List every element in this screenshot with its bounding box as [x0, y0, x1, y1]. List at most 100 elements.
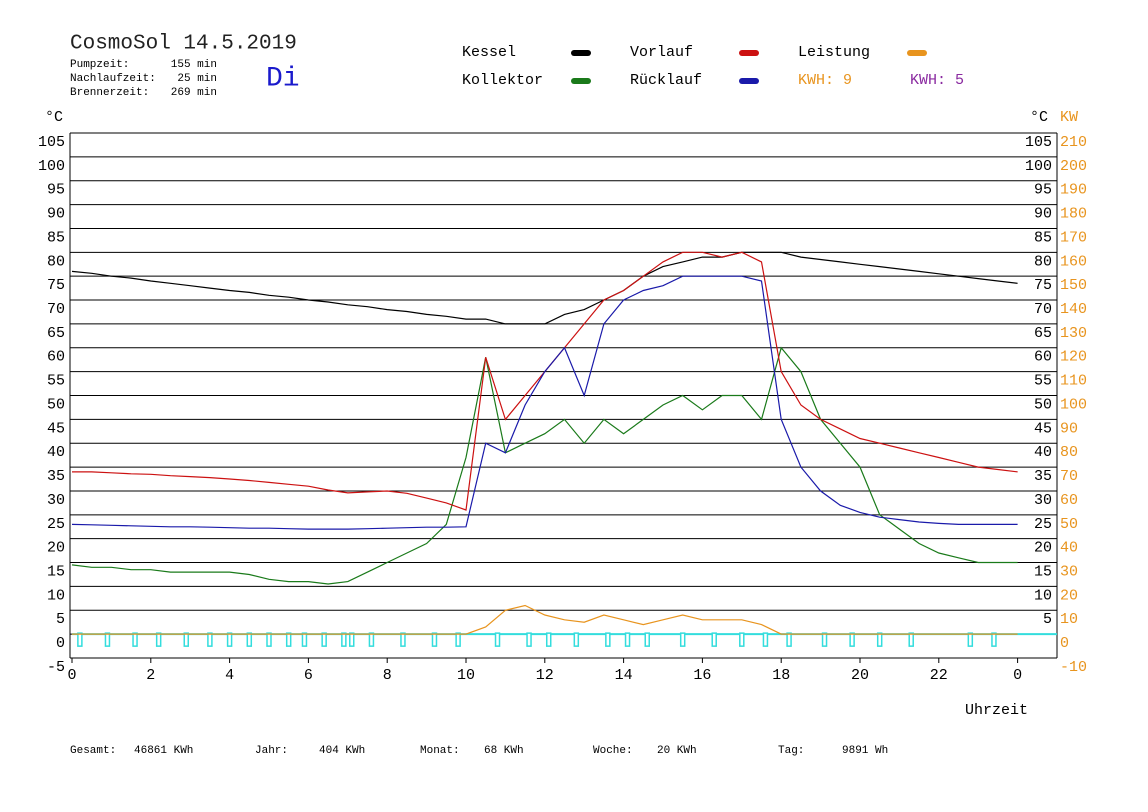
- y-tick-label-right: 10: [1034, 587, 1052, 604]
- x-tick-label: 20: [851, 667, 869, 684]
- pump-marker: [368, 632, 375, 647]
- x-tick-label: 12: [536, 667, 554, 684]
- pump-marker: [77, 632, 83, 647]
- y-tick-label-right: 95: [1034, 182, 1052, 199]
- pump-marker: [321, 632, 327, 647]
- pump-marker: [967, 632, 974, 647]
- pump-marker: [341, 632, 347, 647]
- y-tick-label: 95: [47, 182, 65, 199]
- info-label: Pumpzeit:: [70, 59, 129, 71]
- info-label: Nachlaufzeit:: [70, 73, 156, 85]
- y2-tick-label: 190: [1060, 182, 1087, 199]
- y2-tick-label: 110: [1060, 373, 1087, 390]
- y-tick-label-right: 20: [1034, 540, 1052, 557]
- legend-label: Kollektor: [462, 72, 543, 89]
- y-tick-label-right: 30: [1034, 492, 1052, 509]
- y2-tick-label: -10: [1060, 659, 1087, 676]
- y-tick-label-right: 35: [1034, 468, 1052, 485]
- pump-marker: [739, 632, 745, 647]
- y2-tick-label: 140: [1060, 301, 1087, 318]
- y-tick-label: -5: [47, 659, 65, 676]
- y2-tick-label: 70: [1060, 468, 1078, 485]
- y-tick-label-right: 15: [1034, 564, 1052, 581]
- pump-marker: [246, 632, 253, 647]
- y2-tick-label: 50: [1060, 516, 1078, 533]
- footer-value: 404 KWh: [319, 745, 365, 757]
- y-tick-label-right: 85: [1034, 229, 1052, 246]
- series-line: [72, 251, 1018, 511]
- pump-marker: [991, 632, 997, 647]
- y2-tick-label: 100: [1060, 396, 1087, 413]
- pump-marker: [155, 632, 162, 647]
- pump-marker: [711, 632, 717, 647]
- info-value: 155 min: [171, 59, 217, 71]
- y-tick-label-right: 105: [1025, 134, 1052, 151]
- pump-marker: [301, 632, 308, 647]
- y-tick-label-right: 90: [1034, 206, 1052, 223]
- y-tick-label-right: 100: [1025, 158, 1052, 175]
- y-tick-label: 90: [47, 206, 65, 223]
- y2-tick-label: 0: [1060, 635, 1069, 652]
- y-tick-label-right: 45: [1034, 420, 1052, 437]
- pump-marker: [573, 632, 580, 647]
- y2-tick-label: 40: [1060, 540, 1078, 557]
- y2-tick-label: 20: [1060, 587, 1078, 604]
- pump-marker: [849, 632, 855, 647]
- y-tick-label: 70: [47, 301, 65, 318]
- x-tick-label: 18: [772, 667, 790, 684]
- pump-marker: [605, 632, 611, 647]
- x-tick-label: 8: [383, 667, 392, 684]
- pump-marker: [821, 632, 828, 647]
- kwh-label: KWH: 9: [798, 72, 852, 89]
- x-tick-label: 10: [457, 667, 475, 684]
- footer-value: 68 KWh: [484, 745, 524, 757]
- y-tick-label: 5: [56, 611, 65, 628]
- y2-tick-label: 170: [1060, 229, 1087, 246]
- y-tick-label: 45: [47, 420, 65, 437]
- y-tick-label: 100: [38, 158, 65, 175]
- y-tick-label-right: 65: [1034, 325, 1052, 342]
- y-tick-label-right: 60: [1034, 349, 1052, 366]
- y-unit: °C: [45, 109, 63, 126]
- legend-label: Vorlauf: [630, 44, 693, 61]
- x-tick-label: 4: [225, 667, 234, 684]
- y2-tick-label: 60: [1060, 492, 1078, 509]
- y2-tick-label: 30: [1060, 564, 1078, 581]
- y-tick-label-right: 75: [1034, 277, 1052, 294]
- footer-label: Monat:: [420, 745, 460, 757]
- y-tick-label: 0: [56, 635, 65, 652]
- footer-value: 20 KWh: [657, 745, 697, 757]
- kwh-label: KWH: 5: [910, 72, 964, 89]
- pump-marker: [348, 632, 355, 647]
- x-tick-label: 6: [304, 667, 313, 684]
- chart-title: CosmoSol 14.5.2019: [70, 33, 297, 56]
- pump-marker: [132, 632, 138, 647]
- y2-unit-left: °C: [1030, 109, 1048, 126]
- pump-marker: [545, 632, 552, 647]
- y-tick-label: 85: [47, 229, 65, 246]
- y-tick-label-right: 80: [1034, 253, 1052, 270]
- y2-unit: KW: [1060, 109, 1078, 126]
- pump-marker: [624, 632, 631, 647]
- y-tick-label: 80: [47, 253, 65, 270]
- y-tick-label: 60: [47, 349, 65, 366]
- y-tick-label-right: 40: [1034, 444, 1052, 461]
- pump-marker: [876, 632, 883, 647]
- footer-label: Woche:: [593, 745, 633, 757]
- y-tick-label: 20: [47, 540, 65, 557]
- series-line: [72, 604, 1018, 635]
- pump-marker: [455, 632, 461, 647]
- pump-marker: [786, 632, 792, 647]
- pump-marker: [207, 632, 213, 647]
- y-tick-label-right: 70: [1034, 301, 1052, 318]
- pump-marker: [644, 632, 650, 647]
- series-line: [71, 251, 1018, 325]
- pump-marker: [285, 632, 292, 647]
- x-tick-label: 0: [1013, 667, 1022, 684]
- pump-marker: [183, 632, 190, 647]
- pump-marker: [526, 632, 532, 647]
- y-tick-label: 10: [47, 587, 65, 604]
- x-tick-label: 0: [67, 667, 76, 684]
- pump-marker: [679, 632, 686, 647]
